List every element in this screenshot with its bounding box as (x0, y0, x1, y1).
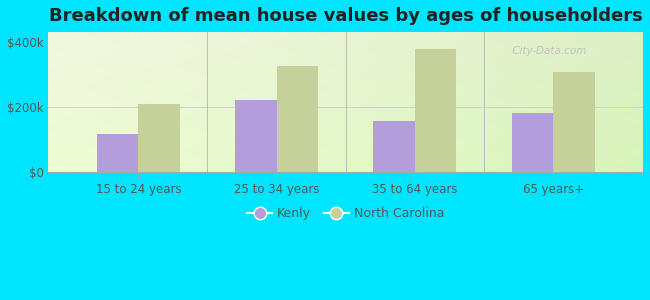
Bar (277, 66, 318, 172)
Bar (512, 113, 553, 172)
Bar (415, 49, 456, 172)
Legend: Kenly, North Carolina: Kenly, North Carolina (242, 202, 449, 225)
Bar (138, 104, 180, 172)
Title: Breakdown of mean house values by ages of householders: Breakdown of mean house values by ages o… (49, 7, 643, 25)
Text: City-Data.com: City-Data.com (509, 46, 587, 56)
Bar (235, 100, 277, 172)
Bar (97, 134, 138, 172)
Bar (373, 121, 415, 172)
Bar (553, 72, 595, 172)
